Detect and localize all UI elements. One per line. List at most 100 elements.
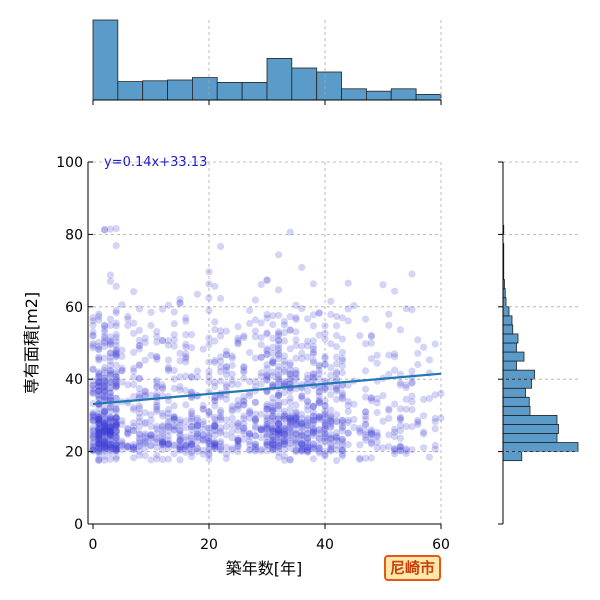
scatter-point — [333, 360, 341, 368]
scatter-point — [205, 411, 213, 419]
scatter-point — [356, 424, 364, 432]
scatter-point — [275, 426, 283, 434]
scatter-point — [217, 332, 225, 340]
scatter-point — [408, 392, 416, 400]
scatter-point — [373, 428, 381, 437]
scatter-point — [118, 441, 126, 449]
scatter-point — [251, 398, 259, 406]
scatter-point — [292, 421, 300, 429]
scatter-point — [170, 422, 178, 431]
scatter-point — [391, 447, 399, 455]
scatter-point — [356, 427, 364, 435]
scatter-points — [89, 225, 445, 465]
scatter-point — [106, 423, 114, 432]
scatter-point — [101, 427, 109, 435]
scatter-point — [101, 387, 109, 395]
scatter-point — [153, 425, 161, 433]
scatter-point — [101, 431, 109, 440]
scatter-point — [112, 414, 120, 422]
scatter-point — [373, 433, 381, 441]
scatter-point — [327, 431, 335, 439]
scatter-point — [327, 447, 335, 455]
scatter-point — [298, 419, 306, 427]
scatter-point — [193, 444, 201, 452]
scatter-point — [269, 358, 277, 366]
scatter-point — [396, 447, 404, 455]
scatter-point — [217, 446, 225, 454]
scatter-point — [263, 376, 271, 384]
scatter-point — [286, 345, 294, 353]
scatter-point — [95, 426, 103, 434]
scatter-point — [112, 361, 120, 369]
scatter-point — [309, 343, 317, 351]
scatter-point — [101, 226, 109, 234]
scatter-point — [211, 426, 219, 434]
scatter-point — [211, 382, 219, 390]
scatter-point — [321, 426, 329, 434]
scatter-point — [327, 364, 335, 372]
scatter-point — [199, 431, 207, 439]
scatter-point — [135, 342, 143, 350]
scatter-point — [315, 425, 323, 433]
scatter-point — [153, 436, 161, 444]
scatter-point — [321, 434, 329, 442]
scatter-point — [101, 421, 109, 429]
scatter-point — [112, 373, 120, 381]
scatter-point — [124, 425, 132, 433]
scatter-point — [246, 438, 254, 446]
scatter-point — [275, 401, 283, 409]
scatter-point — [321, 450, 329, 458]
scatter-point — [199, 435, 207, 443]
scatter-point — [101, 419, 109, 427]
scatter-point — [327, 415, 335, 423]
scatter-point — [95, 356, 103, 364]
scatter-point — [95, 338, 103, 346]
scatter-point — [251, 327, 259, 335]
scatter-point — [112, 373, 120, 381]
scatter-point — [257, 353, 265, 361]
scatter-point — [135, 417, 143, 426]
scatter-point — [135, 375, 143, 383]
scatter-point — [153, 328, 161, 336]
scatter-point — [275, 415, 283, 423]
scatter-point — [101, 422, 109, 430]
scatter-point — [112, 405, 120, 414]
scatter-point — [263, 371, 271, 380]
scatter-point — [269, 439, 277, 447]
scatter-point — [130, 443, 138, 451]
scatter-point — [135, 447, 143, 455]
scatter-point — [275, 429, 283, 437]
scatter-point — [153, 338, 161, 346]
scatter-point — [182, 340, 190, 348]
scatter-point — [280, 407, 288, 415]
scatter-point — [321, 402, 329, 410]
scatter-point — [211, 326, 219, 334]
scatter-point — [333, 437, 341, 445]
scatter-point — [205, 449, 213, 457]
scatter-point — [170, 426, 178, 434]
scatter-point — [106, 436, 114, 444]
scatter-point — [135, 414, 143, 422]
top-hist-bar — [316, 71, 342, 101]
scatter-point — [211, 421, 219, 429]
scatter-point — [106, 427, 114, 435]
scatter-point — [292, 413, 300, 422]
scatter-point — [396, 326, 404, 334]
scatter-point — [112, 444, 120, 452]
scatter-point — [95, 415, 103, 423]
scatter-point — [304, 353, 312, 361]
scatter-point — [321, 360, 329, 368]
scatter-point — [286, 439, 294, 447]
scatter-point — [188, 440, 196, 449]
scatter-point — [269, 420, 277, 429]
scatter-point — [263, 420, 271, 429]
scatter-point — [344, 401, 352, 410]
x-tick-label: 0 — [89, 537, 98, 553]
scatter-point — [130, 441, 138, 449]
scatter-point — [304, 434, 312, 442]
scatter-point — [251, 383, 259, 391]
scatter-point — [298, 392, 306, 400]
scatter-point — [362, 431, 370, 439]
scatter-point — [304, 419, 312, 427]
scatter-point — [112, 382, 120, 390]
